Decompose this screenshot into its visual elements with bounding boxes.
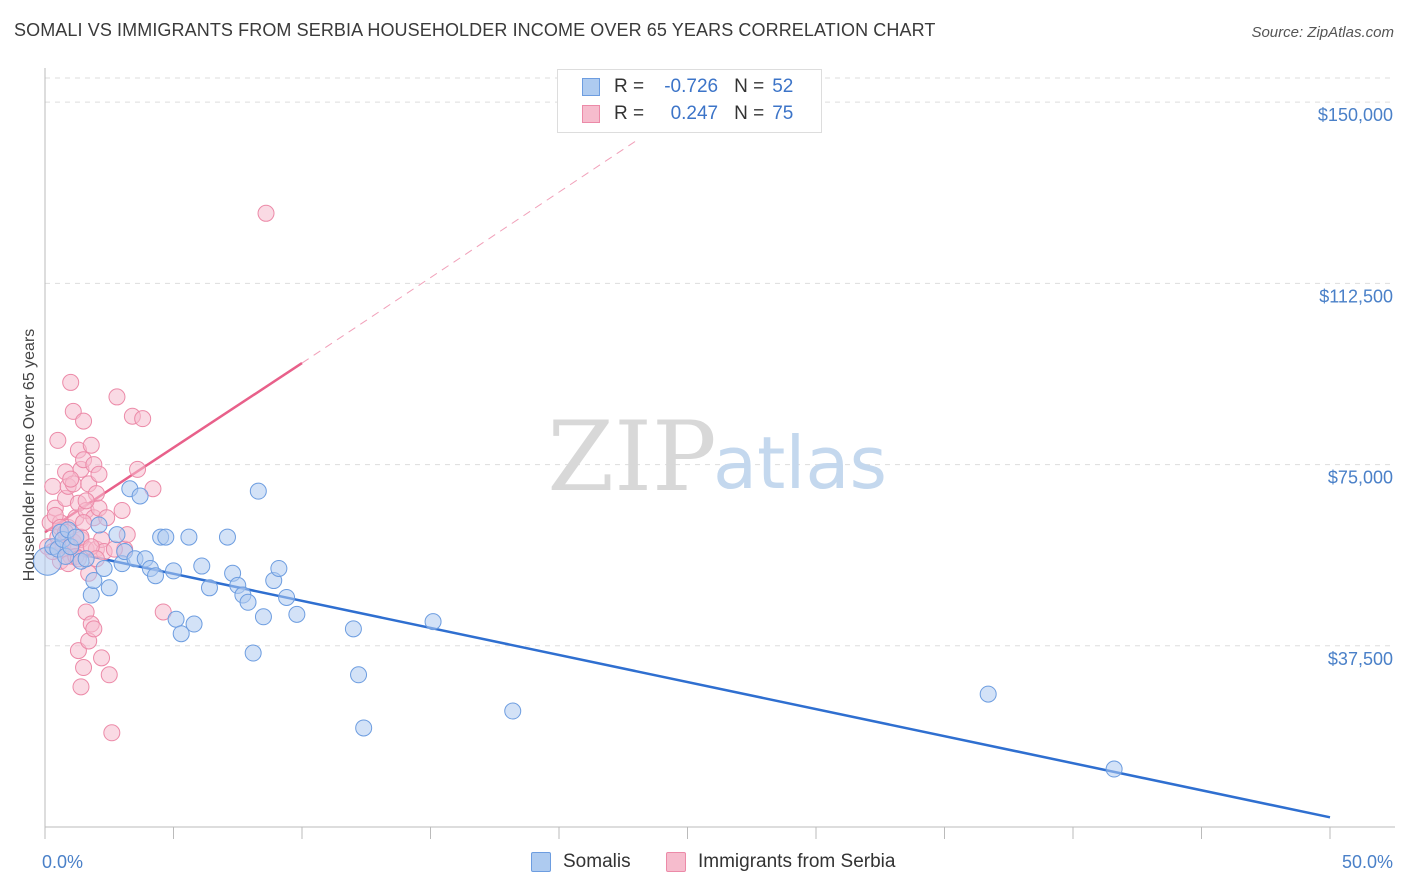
somalis-points (33, 480, 1123, 778)
legend-row-somalis: R = -0.726 N = 52 (582, 74, 793, 100)
somalis-swatch (582, 78, 600, 96)
serbia-legend-label: Immigrants from Serbia (698, 851, 896, 872)
somalis-point (355, 719, 373, 737)
somalis-legend-swatch (531, 852, 551, 872)
somalis-point (147, 567, 165, 585)
somalis-point (100, 579, 118, 597)
serbia-point (49, 431, 67, 449)
somalis-point (288, 605, 306, 623)
somalis-point (424, 613, 442, 631)
serbia-point (129, 460, 147, 478)
somalis-point (244, 644, 262, 662)
somalis-point (278, 588, 296, 606)
somalis-legend-label: Somalis (563, 851, 631, 872)
somalis-point (108, 526, 126, 544)
serbia-point (134, 410, 152, 428)
somalis-point (165, 562, 182, 580)
somalis-point (67, 528, 85, 546)
y-tick-label: $37,500 (1328, 649, 1393, 669)
serbia-point (85, 620, 103, 638)
somalis-point (95, 559, 113, 577)
legend-row-serbia: R = 0.247 N = 75 (582, 101, 793, 127)
somalis-point (85, 572, 103, 590)
somalis-point (350, 666, 368, 684)
axis-labels: $37,500 $75,000 $112,500 $150,000 0.0% 50.0% H… (21, 105, 1393, 872)
somalis-point (504, 702, 522, 720)
somalis-point (239, 593, 257, 611)
somalis-point (167, 610, 185, 628)
somalis-point (200, 579, 218, 597)
n-label: N = (734, 103, 765, 124)
y-tick-label: $112,500 (1319, 286, 1393, 306)
chart-title: SOMALI VS IMMIGRANTS FROM SERBIA HOUSEHO… (14, 20, 936, 40)
n-value: 52 (772, 76, 794, 97)
x-tick-label: 0.0% (42, 852, 83, 872)
somalis-point (185, 615, 203, 633)
serbia-point (257, 204, 275, 222)
somalis-point (254, 608, 272, 626)
somalis-point (344, 620, 362, 638)
serbia-legend-swatch (666, 852, 686, 872)
grid-lines (45, 77, 1395, 647)
serbia-point (154, 603, 172, 621)
serbia-point (100, 666, 118, 684)
somalis-point (172, 625, 190, 643)
serbia-swatch (582, 105, 600, 123)
serbia-point (108, 388, 126, 406)
serbia-point (93, 649, 111, 667)
somalis-point (270, 559, 288, 577)
serbia-point (72, 678, 90, 696)
serbia-point (90, 465, 108, 483)
serbia-point (62, 373, 80, 391)
serbia-point (103, 724, 121, 742)
watermark-atlas: atlas (713, 421, 887, 505)
n-value: 75 (772, 103, 794, 124)
somalis-point (193, 557, 211, 575)
somalis-point (1105, 760, 1123, 778)
somalis-point (249, 482, 267, 500)
somalis-point (131, 487, 149, 505)
somalis-point (77, 550, 95, 568)
stats-legend: R = -0.726 N = 52 R = 0.247 N = 75 (557, 69, 822, 133)
somalis-point (218, 528, 236, 546)
bottom-legend: Somalis Immigrants from Serbia (0, 851, 1406, 879)
r-value: -0.726 (664, 76, 719, 97)
chart-source: Source: ZipAtlas.com (1251, 24, 1394, 41)
serbia-point (77, 492, 95, 510)
somalis-point (180, 528, 198, 546)
serbia-point (44, 477, 62, 495)
y-tick-label: $150,000 (1318, 105, 1393, 125)
serbia-point (75, 412, 93, 430)
watermark-zip: ZIP (547, 401, 716, 513)
serbia-point (62, 470, 80, 488)
serbia-points (39, 204, 275, 742)
y-axis-label: Householder Income Over 65 years (21, 329, 38, 582)
serbia-point (113, 501, 131, 519)
serbia-point (144, 480, 162, 498)
r-label: R = (614, 76, 645, 97)
legend-item-serbia[interactable]: Immigrants from Serbia (666, 851, 895, 873)
r-value: 0.247 (670, 103, 719, 124)
somalis-point (82, 586, 100, 604)
legend-item-somalis[interactable]: Somalis (531, 851, 631, 873)
somalis-point (90, 516, 108, 534)
serbia-point (82, 436, 100, 454)
somalis-point (979, 685, 997, 703)
y-tick-label: $75,000 (1328, 468, 1393, 488)
serbia-trendline (301, 140, 637, 364)
serbia-point (75, 514, 93, 532)
axes (44, 68, 1395, 839)
watermark: ZIP atlas (547, 401, 887, 513)
n-label: N = (734, 76, 765, 97)
somalis-point (157, 528, 175, 546)
serbia-point (75, 659, 93, 677)
x-tick-label: 50.0% (1342, 852, 1393, 872)
r-label: R = (614, 103, 645, 124)
